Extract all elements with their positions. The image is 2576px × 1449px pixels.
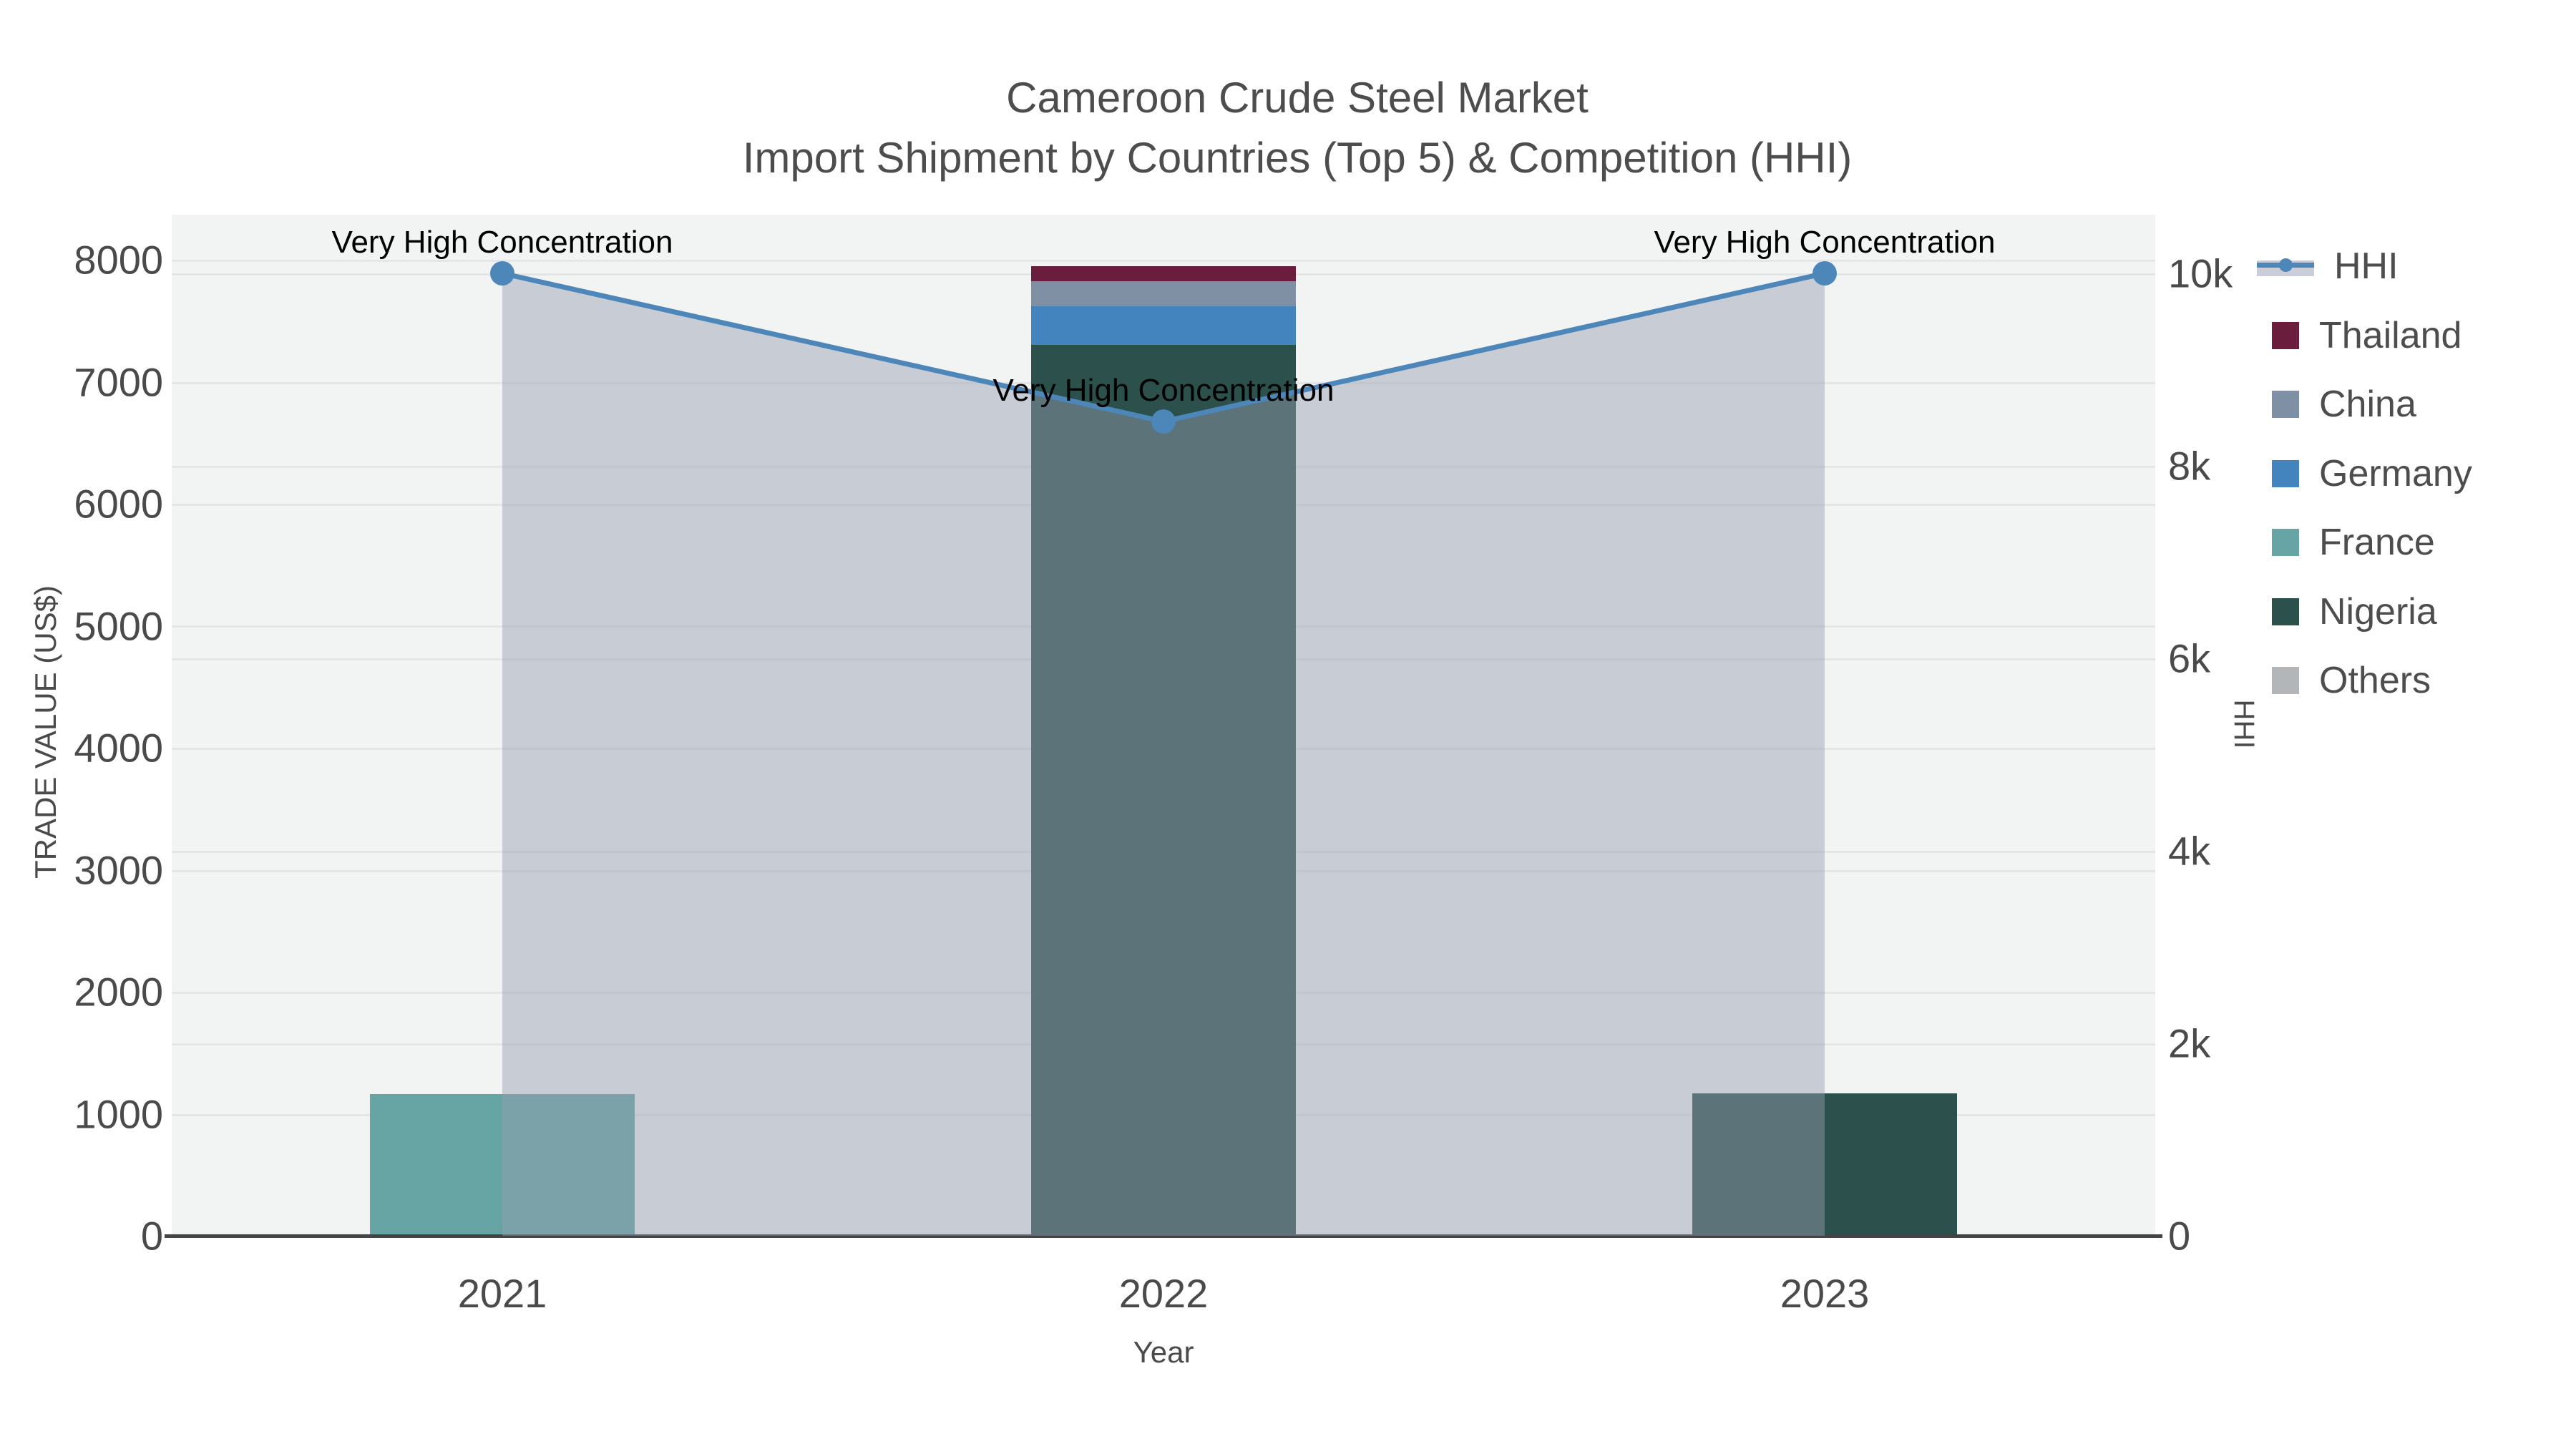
bar-segment-france-2021[interactable] (370, 1094, 635, 1236)
right-tick-10000: 10k (2168, 250, 2233, 296)
legend-item-hhi[interactable]: HHI (2257, 232, 2399, 301)
x-tick-2022: 2022 (1118, 1271, 1209, 1316)
left-tick-7000: 7000 (74, 359, 163, 404)
legend-label: HHI (2334, 245, 2399, 287)
left-tick-5000: 5000 (74, 603, 163, 648)
legend-label: China (2319, 384, 2416, 425)
china-swatch-icon (2272, 391, 2299, 418)
legend: HHI Thailand China Germany France Nigeria Othe… (2257, 232, 2572, 718)
legend-item-france[interactable]: France (2257, 508, 2435, 577)
chart-title: Cameroon Crude Steel Market (1006, 74, 1589, 122)
x-axis-title: Year (1133, 1335, 1194, 1369)
legend-item-thailand[interactable]: Thailand (2257, 301, 2462, 370)
left-tick-1000: 1000 (74, 1091, 163, 1136)
annotation-2023: Very High Concentration (1654, 225, 1996, 260)
legend-item-nigeria[interactable]: Nigeria (2257, 577, 2437, 646)
annotation-2021: Very High Concentration (331, 225, 673, 260)
chart-subtitle: Import Shipment by Countries (Top 5) & C… (742, 134, 1853, 182)
x-tick-2023: 2023 (1780, 1271, 1870, 1316)
bar-segment-germany-2022[interactable] (1031, 306, 1296, 346)
right-tick-2000: 2k (2168, 1020, 2211, 1066)
germany-swatch-icon (2272, 459, 2299, 487)
thailand-swatch-icon (2272, 321, 2299, 349)
legend-label: Germany (2319, 452, 2472, 494)
left-tick-8000: 8000 (74, 237, 163, 283)
left-tick-3000: 3000 (74, 847, 163, 892)
others-swatch-icon (2272, 667, 2299, 694)
left-axis-title: TRADE VALUE (US$) (29, 585, 62, 879)
x-tick-2021: 2021 (457, 1271, 547, 1316)
annotation-2022: Very High Concentration (992, 373, 1335, 409)
right-axis-title: HHI (2228, 699, 2260, 749)
right-tick-8000: 8k (2168, 443, 2211, 489)
nigeria-swatch-icon (2272, 597, 2299, 625)
right-tick-6000: 6k (2168, 635, 2211, 681)
hhi-legend-icon (2257, 253, 2314, 280)
left-tick-2000: 2000 (74, 969, 163, 1015)
legend-label: Nigeria (2319, 590, 2437, 633)
legend-label: France (2319, 522, 2435, 563)
legend-item-others[interactable]: Others (2257, 646, 2431, 715)
right-tick-0: 0 (2168, 1213, 2191, 1259)
legend-item-germany[interactable]: Germany (2257, 439, 2472, 508)
left-tick-0: 0 (140, 1213, 163, 1259)
hhi-marker-2021[interactable] (490, 261, 514, 286)
gridline-left-8000 (172, 260, 2155, 262)
bar-segment-nigeria-2023[interactable] (1692, 1093, 1957, 1236)
hhi-marker-2022[interactable] (1151, 409, 1176, 434)
left-tick-6000: 6000 (74, 481, 163, 527)
legend-label: Others (2319, 660, 2431, 701)
france-swatch-icon (2272, 529, 2299, 556)
right-tick-4000: 4k (2168, 828, 2211, 874)
bar-segment-nigeria-2022[interactable] (1031, 345, 1296, 1236)
bar-segment-thailand-2022[interactable] (1031, 265, 1296, 281)
bar-segment-china-2022[interactable] (1031, 280, 1296, 306)
left-tick-4000: 4000 (74, 725, 163, 771)
legend-item-china[interactable]: China (2257, 370, 2416, 439)
hhi-marker-2023[interactable] (1813, 261, 1837, 286)
x-axis-line (165, 1234, 2162, 1238)
legend-label: Thailand (2319, 314, 2462, 356)
